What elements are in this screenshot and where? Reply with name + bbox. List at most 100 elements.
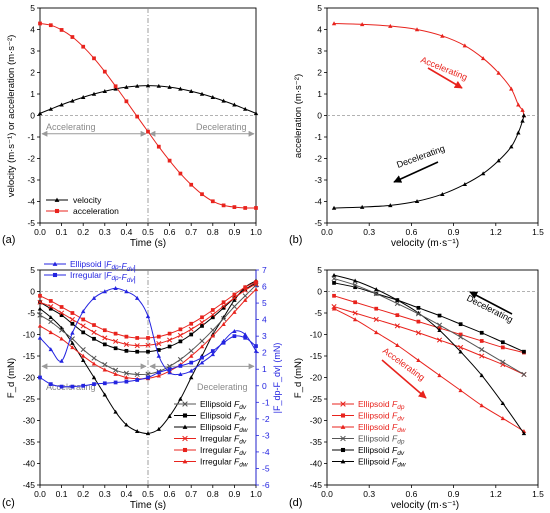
data-point-c-5 xyxy=(253,281,259,287)
data-point-c-7 xyxy=(92,382,96,386)
data-point-a-1 xyxy=(254,206,258,210)
data-point-c-5 xyxy=(199,319,205,326)
data-point-c-0 xyxy=(167,414,172,418)
data-point-c-3 xyxy=(210,333,215,338)
y2-tick-label-c: -1 xyxy=(262,397,270,407)
y-tick-label-c: -5 xyxy=(27,308,35,318)
data-point-a-1 xyxy=(38,21,42,26)
legend-label-d: Ellipsoid Fdw xyxy=(358,422,407,434)
y-tick-label-d: -30 xyxy=(310,416,323,426)
data-point-c-6 xyxy=(145,314,151,319)
legend-label-c-right: Ellipsoid Fdv xyxy=(200,411,247,423)
data-point-d-4 xyxy=(500,340,505,345)
data-point-c-5 xyxy=(242,287,248,293)
data-point-b-1 xyxy=(388,203,393,208)
y2-tick-label-c: 5 xyxy=(262,298,267,308)
data-point-a-0 xyxy=(70,98,75,103)
data-point-c-6 xyxy=(232,328,237,333)
data-point-d-4 xyxy=(353,285,358,290)
data-point-d-3 xyxy=(521,431,527,436)
y-tick-label-d: 0 xyxy=(317,287,322,297)
x-tick-label-c: 0.2 xyxy=(77,489,89,499)
x-tick-label-c: 0.0 xyxy=(34,489,46,499)
data-point-c-1 xyxy=(81,330,86,335)
panel-a-xlabel: Time (s) xyxy=(130,238,166,249)
data-point-c-2 xyxy=(145,371,151,377)
data-point-c-7 xyxy=(221,340,226,345)
legend-label-c-top: Ellipsoid |Fdp-Fdv| xyxy=(70,259,136,273)
x-tick-label-d: 0.3 xyxy=(363,489,375,499)
x-tick-label-b: 1.5 xyxy=(532,227,544,237)
data-point-c-7 xyxy=(135,378,140,382)
data-point-b-0 xyxy=(331,21,337,26)
data-point-c-1 xyxy=(167,344,172,349)
data-point-d-1 xyxy=(415,330,421,336)
data-point-d-3 xyxy=(458,349,463,354)
legend-a xyxy=(46,197,68,214)
data-point-c-5 xyxy=(145,342,151,348)
legend-label-c-right: Irregular Fdv xyxy=(200,434,247,446)
data-point-c-7 xyxy=(146,375,150,380)
data-point-a-0 xyxy=(178,86,183,91)
data-point-c-5 xyxy=(177,332,183,338)
legend-marker-c xyxy=(52,261,58,266)
data-point-b-0 xyxy=(516,102,521,107)
data-point-d-3 xyxy=(352,278,358,283)
panel-a-legend-acceleration: acceleration xyxy=(73,206,119,216)
y-tick-label-c: 5 xyxy=(30,265,35,275)
legend-marker-d xyxy=(340,424,346,429)
y2-tick-label-c: 6 xyxy=(262,282,267,292)
panel-b-ylabel: acceleration (m·s⁻²) xyxy=(293,74,304,158)
data-point-c-0 xyxy=(124,422,129,427)
data-point-c-0 xyxy=(48,315,53,320)
data-point-c-7 xyxy=(102,381,107,386)
data-point-c-4 xyxy=(124,334,129,339)
data-point-a-1 xyxy=(210,199,215,204)
data-point-a-0 xyxy=(199,91,205,96)
y-tick-label-c: -15 xyxy=(23,351,36,361)
data-point-c-0 xyxy=(113,409,118,414)
data-point-d-4 xyxy=(458,322,463,327)
data-point-b-1 xyxy=(462,182,468,187)
data-point-c-2 xyxy=(48,319,54,325)
data-point-c-2 xyxy=(221,316,227,322)
y2-tick-label-c: -4 xyxy=(262,447,270,457)
data-point-d-3 xyxy=(331,272,337,277)
y-tick-label-a: -4 xyxy=(27,197,35,207)
data-point-c-5 xyxy=(123,341,129,347)
data-point-c-6 xyxy=(59,358,64,363)
data-point-d-1 xyxy=(373,316,379,323)
data-point-d-5 xyxy=(352,282,358,288)
panel-b-annotation-lower: Decelerating xyxy=(395,143,446,170)
data-point-c-6 xyxy=(70,330,75,335)
data-point-c-6 xyxy=(48,347,53,352)
data-point-c-4 xyxy=(146,336,150,340)
data-point-c-7 xyxy=(232,334,237,339)
data-point-d-5 xyxy=(436,322,443,328)
y-tick-label-c: 0 xyxy=(30,287,35,297)
data-point-c-4 xyxy=(243,285,248,290)
legend-marker-d xyxy=(340,401,346,407)
y-tick-label-b: -5 xyxy=(314,218,322,228)
y-tick-label-a: 2 xyxy=(30,68,35,78)
data-point-c-5 xyxy=(156,340,162,347)
data-point-c-4 xyxy=(59,305,64,309)
chart-a: 0.0 0.1 0.2 0.3 0.4 0.5 0.6 0.7 0.8 0.9 1.0 -5 -4 -3 -… xyxy=(27,3,262,237)
x-tick-label-a: 0.1 xyxy=(56,227,68,237)
data-point-b-0 xyxy=(359,22,365,27)
x-tick-label-c: 0.8 xyxy=(207,489,219,499)
data-point-c-6 xyxy=(81,309,86,314)
panel-d-xlabel: velocity (m·s⁻¹) xyxy=(391,500,459,511)
data-point-b-0 xyxy=(496,70,501,75)
data-point-c-2 xyxy=(123,370,129,376)
y-tick-label-b: -4 xyxy=(314,197,322,207)
data-point-c-4 xyxy=(232,292,237,297)
data-point-c-2 xyxy=(242,293,248,299)
data-point-c-2 xyxy=(188,348,194,354)
panel-a-legend-velocity: velocity xyxy=(73,195,102,205)
data-point-c-1 xyxy=(210,315,215,320)
data-point-c-6 xyxy=(91,295,97,300)
x-tick-label-a: 0.8 xyxy=(207,227,219,237)
data-point-a-0 xyxy=(48,106,53,111)
data-point-c-7 xyxy=(70,384,75,389)
